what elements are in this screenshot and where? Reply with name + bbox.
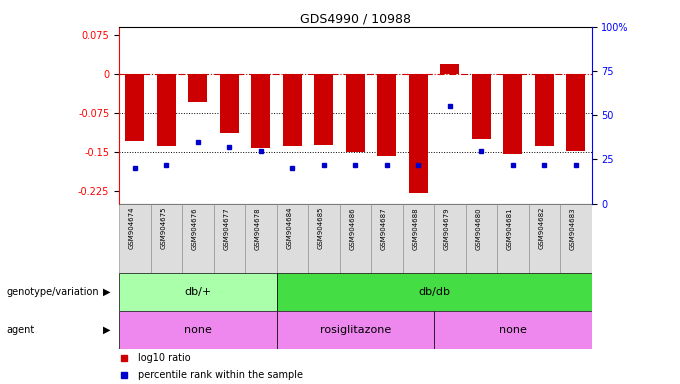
Bar [441, 64, 459, 74]
FancyBboxPatch shape [182, 204, 214, 273]
Bar [220, 74, 239, 133]
FancyBboxPatch shape [119, 311, 277, 349]
Text: GSM904679: GSM904679 [444, 207, 450, 250]
FancyBboxPatch shape [497, 204, 528, 273]
Bar [472, 74, 491, 139]
Text: GSM904683: GSM904683 [570, 207, 576, 250]
Bar [157, 74, 175, 146]
Text: GSM904675: GSM904675 [160, 207, 166, 250]
Text: GSM904684: GSM904684 [286, 207, 292, 250]
FancyBboxPatch shape [277, 273, 592, 311]
Text: db/db: db/db [418, 287, 450, 297]
Text: agent: agent [7, 325, 35, 335]
FancyBboxPatch shape [560, 204, 592, 273]
Bar [346, 74, 364, 152]
FancyBboxPatch shape [277, 204, 308, 273]
Text: GSM904674: GSM904674 [129, 207, 135, 250]
Bar [503, 74, 522, 154]
Text: ▶: ▶ [103, 325, 111, 335]
Bar [566, 74, 585, 151]
Text: genotype/variation: genotype/variation [7, 287, 99, 297]
Text: rosiglitazone: rosiglitazone [320, 325, 391, 335]
Bar [283, 74, 302, 146]
Bar [535, 74, 554, 146]
Text: db/+: db/+ [184, 287, 211, 297]
Bar [188, 74, 207, 102]
FancyBboxPatch shape [277, 311, 434, 349]
FancyBboxPatch shape [434, 204, 466, 273]
Bar [314, 74, 333, 145]
Text: GSM904681: GSM904681 [507, 207, 513, 250]
Title: GDS4990 / 10988: GDS4990 / 10988 [300, 13, 411, 26]
Text: GSM904682: GSM904682 [539, 207, 544, 250]
Text: GSM904688: GSM904688 [412, 207, 418, 250]
Text: GSM904680: GSM904680 [475, 207, 481, 250]
FancyBboxPatch shape [403, 204, 434, 273]
FancyBboxPatch shape [434, 311, 592, 349]
Bar [377, 74, 396, 156]
Text: GSM904677: GSM904677 [223, 207, 229, 250]
Bar [252, 74, 270, 148]
FancyBboxPatch shape [119, 204, 150, 273]
Text: GSM904676: GSM904676 [192, 207, 198, 250]
FancyBboxPatch shape [214, 204, 245, 273]
FancyBboxPatch shape [119, 273, 277, 311]
FancyBboxPatch shape [466, 204, 497, 273]
FancyBboxPatch shape [371, 204, 403, 273]
Text: GSM904678: GSM904678 [255, 207, 260, 250]
Bar [409, 74, 428, 193]
Text: none: none [184, 325, 211, 335]
Text: GSM904687: GSM904687 [381, 207, 387, 250]
FancyBboxPatch shape [339, 204, 371, 273]
Text: none: none [499, 325, 527, 335]
FancyBboxPatch shape [308, 204, 339, 273]
Text: percentile rank within the sample: percentile rank within the sample [138, 370, 303, 381]
FancyBboxPatch shape [245, 204, 277, 273]
FancyBboxPatch shape [528, 204, 560, 273]
FancyBboxPatch shape [150, 204, 182, 273]
Text: GSM904685: GSM904685 [318, 207, 324, 250]
Text: ▶: ▶ [103, 287, 111, 297]
Text: log10 ratio: log10 ratio [138, 353, 190, 363]
Text: GSM904686: GSM904686 [350, 207, 355, 250]
Bar [125, 74, 144, 141]
